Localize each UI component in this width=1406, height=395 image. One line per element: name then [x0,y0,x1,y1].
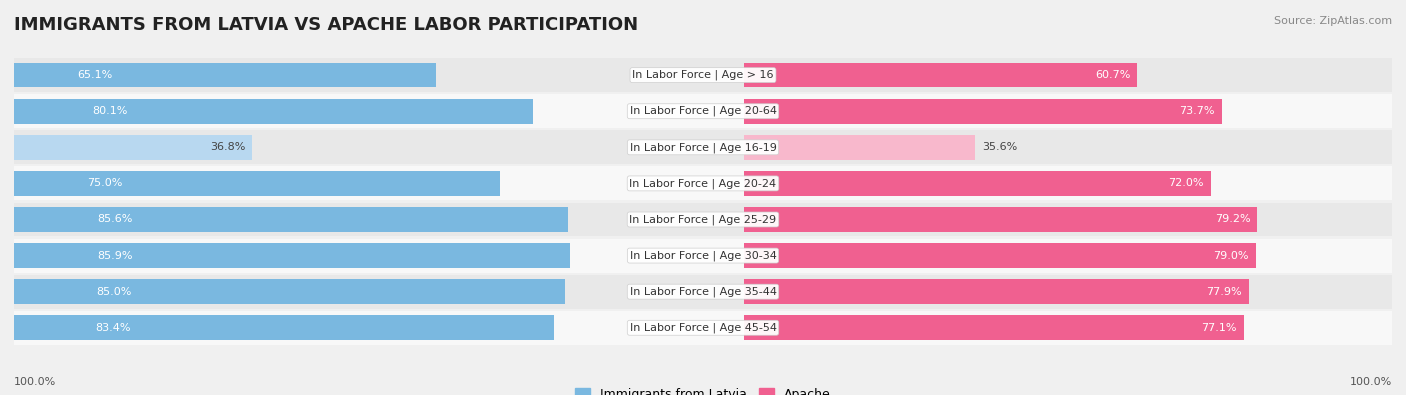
Text: 80.1%: 80.1% [91,106,128,116]
Text: 85.9%: 85.9% [97,250,134,261]
Bar [14,94,1392,128]
Text: In Labor Force | Age 16-19: In Labor Force | Age 16-19 [630,142,776,152]
Text: IMMIGRANTS FROM LATVIA VS APACHE LABOR PARTICIPATION: IMMIGRANTS FROM LATVIA VS APACHE LABOR P… [14,16,638,34]
Legend: Immigrants from Latvia, Apache: Immigrants from Latvia, Apache [569,383,837,395]
Bar [14,207,568,232]
Bar [14,130,1392,164]
Text: 72.0%: 72.0% [1168,179,1204,188]
Bar [14,63,436,87]
Text: In Labor Force | Age 20-24: In Labor Force | Age 20-24 [630,178,776,189]
Bar [14,311,1392,345]
Bar [744,279,1249,304]
Text: 79.0%: 79.0% [1213,250,1249,261]
Text: 36.8%: 36.8% [209,142,246,152]
Text: 73.7%: 73.7% [1180,106,1215,116]
Bar [744,63,1137,87]
Text: In Labor Force | Age 35-44: In Labor Force | Age 35-44 [630,286,776,297]
Bar [744,316,1244,340]
Text: 100.0%: 100.0% [14,377,56,387]
Bar [14,243,571,268]
Text: 60.7%: 60.7% [1095,70,1130,80]
Text: Source: ZipAtlas.com: Source: ZipAtlas.com [1274,16,1392,26]
Text: 79.2%: 79.2% [1215,214,1250,224]
Text: In Labor Force | Age 25-29: In Labor Force | Age 25-29 [630,214,776,225]
Text: 77.1%: 77.1% [1201,323,1237,333]
Bar [744,171,1211,196]
Bar [14,316,554,340]
Text: 100.0%: 100.0% [1350,377,1392,387]
Text: 65.1%: 65.1% [77,70,112,80]
Text: In Labor Force | Age 20-64: In Labor Force | Age 20-64 [630,106,776,117]
Bar [744,243,1256,268]
Text: 83.4%: 83.4% [96,323,131,333]
Bar [14,279,565,304]
Text: 35.6%: 35.6% [981,142,1017,152]
Text: In Labor Force | Age 30-34: In Labor Force | Age 30-34 [630,250,776,261]
Bar [14,135,253,160]
Bar [14,171,499,196]
Text: In Labor Force | Age 45-54: In Labor Force | Age 45-54 [630,322,776,333]
Text: 85.6%: 85.6% [97,214,132,224]
Text: In Labor Force | Age > 16: In Labor Force | Age > 16 [633,70,773,81]
Text: 75.0%: 75.0% [87,179,122,188]
Bar [14,275,1392,308]
Bar [744,135,974,160]
Bar [14,203,1392,237]
Bar [14,166,1392,200]
Bar [14,239,1392,273]
Text: 85.0%: 85.0% [97,287,132,297]
Bar [14,99,533,124]
Bar [14,58,1392,92]
Text: 77.9%: 77.9% [1206,287,1241,297]
Bar [744,207,1257,232]
Bar [744,99,1222,124]
